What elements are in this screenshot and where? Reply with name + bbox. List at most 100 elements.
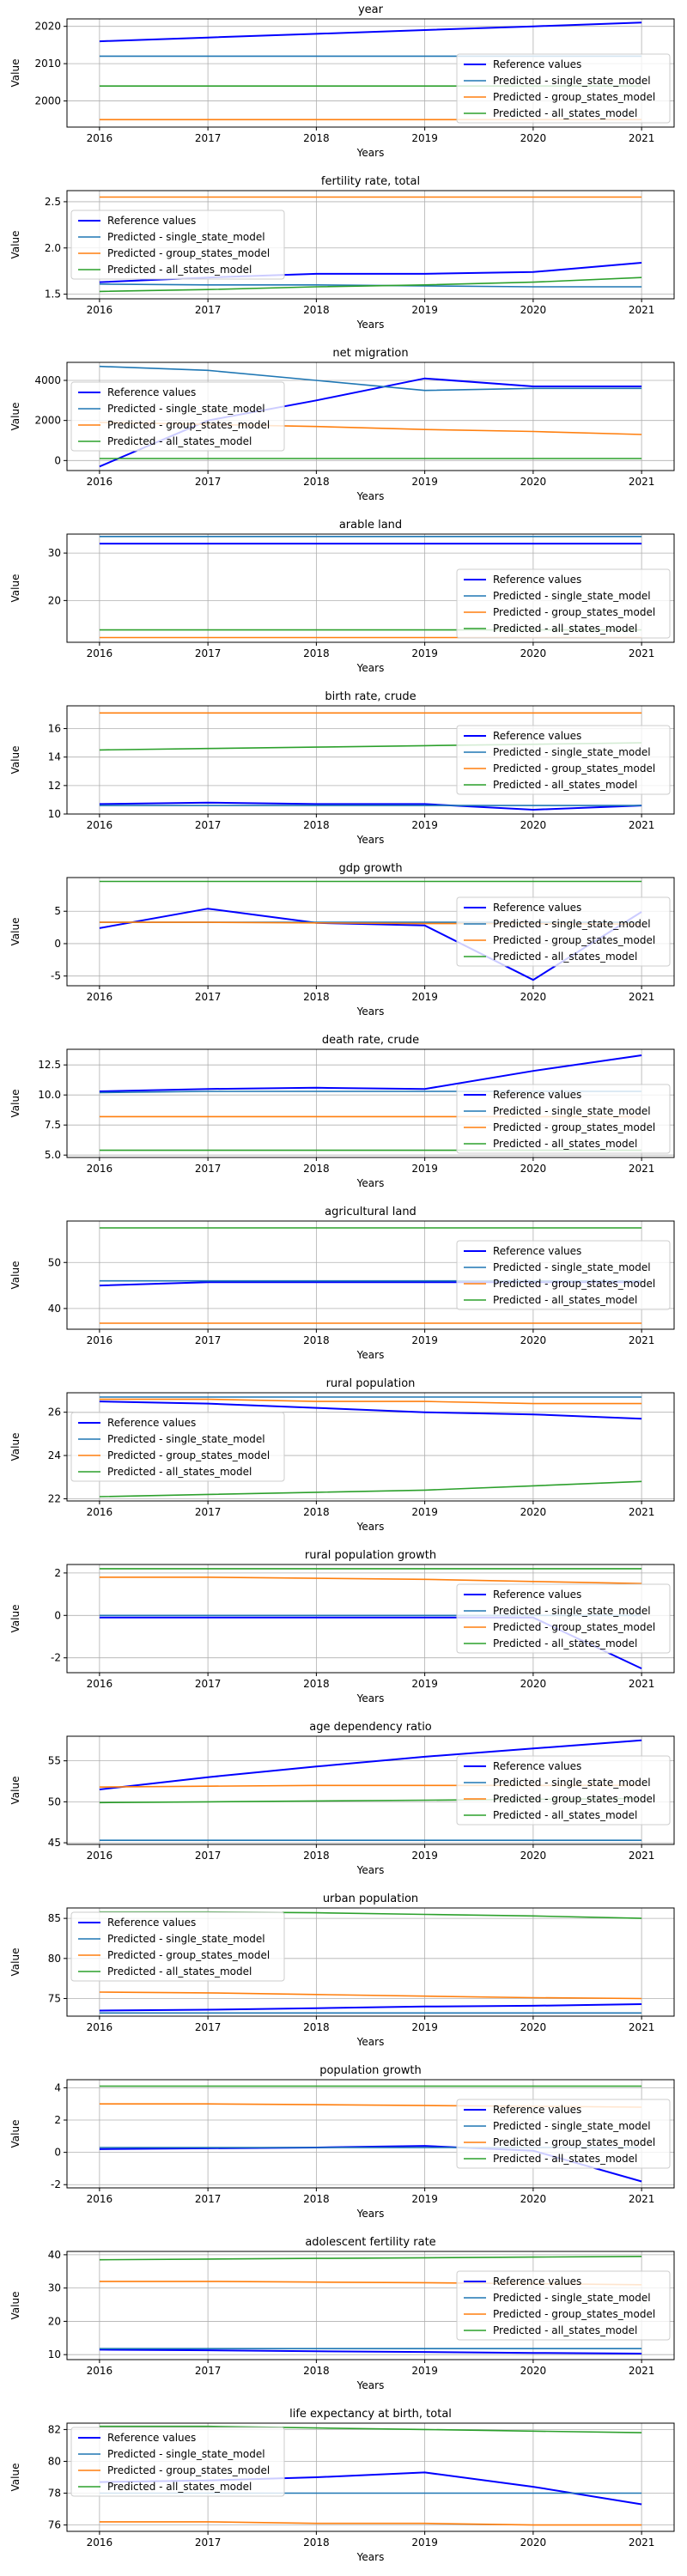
x-tick-label: 2018 <box>303 819 330 831</box>
y-tick-label: 5 <box>54 905 61 917</box>
x-axis-label: Years <box>356 1005 385 1018</box>
series-line <box>99 21 642 43</box>
x-tick-label: 2018 <box>303 132 330 144</box>
x-tick-label: 2018 <box>303 2537 330 2549</box>
y-tick-label: 76 <box>48 2519 61 2531</box>
legend-entry: Predicted - group_states_model <box>107 1949 270 1961</box>
plot-frame <box>66 1048 675 1158</box>
series-line <box>99 2256 642 2261</box>
x-tick-label: 2017 <box>195 2365 222 2377</box>
y-tick-label: 30 <box>48 547 61 559</box>
x-tick-label: 2021 <box>629 1850 655 1862</box>
legend-entry: Predicted - group_states_model <box>107 2464 270 2476</box>
legend-entry: Predicted - single_state_model <box>107 1433 265 1445</box>
y-axis-label: Value <box>9 746 21 775</box>
series-line <box>99 365 642 392</box>
legend-box <box>456 2099 671 2169</box>
x-axis-label: Years <box>356 2551 385 2563</box>
x-tick-label: 2016 <box>87 132 113 144</box>
y-tick-label: 16 <box>48 723 61 735</box>
legend: Reference values Predicted - single_state… <box>70 210 285 280</box>
x-tick-label: 2016 <box>87 2365 113 2377</box>
legend-entry: Predicted - single_state_model <box>107 1933 265 1945</box>
x-tick-label: 2019 <box>411 1850 438 1862</box>
y-tick-label: 10.0 <box>38 1089 61 1101</box>
y-axis-label: Value <box>9 59 21 88</box>
legend-entry: Predicted - single_state_model <box>493 1261 651 1273</box>
legend-entry: Predicted - all_states_model <box>493 1637 637 1649</box>
chart-panel: death rate, crude 2016 2017 2018 2019 2020 202… <box>9 1034 675 1189</box>
chart-panel: rural population growth 2016 2017 2018 2019 2… <box>9 1549 675 1704</box>
x-tick-label: 2021 <box>629 2537 655 2549</box>
legend-entry: Reference values <box>107 1917 196 1929</box>
chart-panel: age dependency ratio 2016 2017 2018 2019 2020… <box>9 1721 675 1876</box>
plot-frame <box>66 1220 675 1330</box>
y-tick-label: 14 <box>48 751 61 763</box>
legend-entry: Predicted - all_states_model <box>493 2153 637 2165</box>
legend-entry: Predicted - single_state_model <box>493 1105 651 1117</box>
y-tick-label: -5 <box>51 970 61 982</box>
legend-entry: Predicted - all_states_model <box>493 623 637 635</box>
x-tick-label: 2016 <box>87 1334 113 1346</box>
x-tick-label: 2017 <box>195 132 222 144</box>
plot-frame <box>66 18 675 128</box>
legend-entry: Predicted - single_state_model <box>493 2120 651 2132</box>
legend-entry: Reference values <box>493 1760 581 1772</box>
x-tick-label: 2021 <box>629 476 655 488</box>
chart-panel: arable land 2016 2017 2018 2019 2020 2021 20 30 Y… <box>9 519 675 674</box>
x-tick-label: 2021 <box>629 647 655 659</box>
x-tick-label: 2017 <box>195 647 222 659</box>
legend-box <box>456 53 671 124</box>
x-tick-label: 2019 <box>411 2365 438 2377</box>
x-axis-label: Years <box>356 662 385 674</box>
chart-title: life expectancy at birth, total <box>289 2408 452 2421</box>
x-tick-label: 2017 <box>195 819 222 831</box>
legend-entry: Predicted - single_state_model <box>493 746 651 758</box>
legend-entry: Predicted - single_state_model <box>493 75 651 87</box>
legend-entry: Predicted - group_states_model <box>107 247 270 259</box>
x-axis-label: Years <box>356 490 385 502</box>
x-tick-label: 2017 <box>195 2021 222 2033</box>
plot-frame <box>66 2251 675 2360</box>
x-axis-label: Years <box>356 1177 385 1189</box>
chart-title: gdp growth <box>338 862 402 875</box>
chart-panel: agricultural land 2016 2017 2018 2019 2020 202… <box>9 1206 675 1361</box>
legend-entry: Predicted - all_states_model <box>107 435 252 447</box>
y-tick-label: 40 <box>48 1303 61 1315</box>
x-tick-label: 2021 <box>629 2365 655 2377</box>
legend-entry: Reference values <box>493 1245 581 1257</box>
x-tick-label: 2019 <box>411 2193 438 2205</box>
y-axis-label: Value <box>9 918 21 946</box>
y-tick-label: 30 <box>48 2282 61 2294</box>
x-tick-label: 2016 <box>87 991 113 1003</box>
legend-box <box>456 1084 671 1154</box>
plot-frame <box>66 1564 675 1674</box>
series-line <box>99 2348 642 2354</box>
plot-frame <box>66 533 675 643</box>
legend-entry: Reference values <box>107 1417 196 1429</box>
plot-frame <box>66 361 675 471</box>
legend-entry: Predicted - all_states_model <box>493 107 637 119</box>
x-tick-label: 2017 <box>195 2537 222 2549</box>
plot-frame <box>66 1907 675 2017</box>
y-tick-label: 4 <box>54 2081 61 2093</box>
chart-title: net migration <box>332 347 408 360</box>
plot-frame <box>66 1735 675 1845</box>
x-tick-label: 2021 <box>629 1334 655 1346</box>
x-tick-label: 2019 <box>411 1678 438 1690</box>
chart-title: arable land <box>339 519 402 532</box>
plot-frame <box>66 2422 675 2532</box>
legend: Reference values Predicted - single_state… <box>456 1240 671 1310</box>
plot-frame <box>66 2079 675 2189</box>
x-tick-label: 2017 <box>195 991 222 1003</box>
plot-frame <box>66 1392 675 1502</box>
x-tick-label: 2018 <box>303 647 330 659</box>
x-tick-label: 2018 <box>303 2365 330 2377</box>
y-tick-label: 2000 <box>34 95 61 107</box>
legend-entry: Predicted - all_states_model <box>107 1466 252 1478</box>
y-axis-label: Value <box>9 2120 21 2148</box>
chart-panel: life expectancy at birth, total 2016 2017 2… <box>9 2408 675 2563</box>
legend-box <box>456 896 671 967</box>
x-tick-label: 2019 <box>411 1506 438 1518</box>
chart-title: rural population <box>326 1377 416 1390</box>
